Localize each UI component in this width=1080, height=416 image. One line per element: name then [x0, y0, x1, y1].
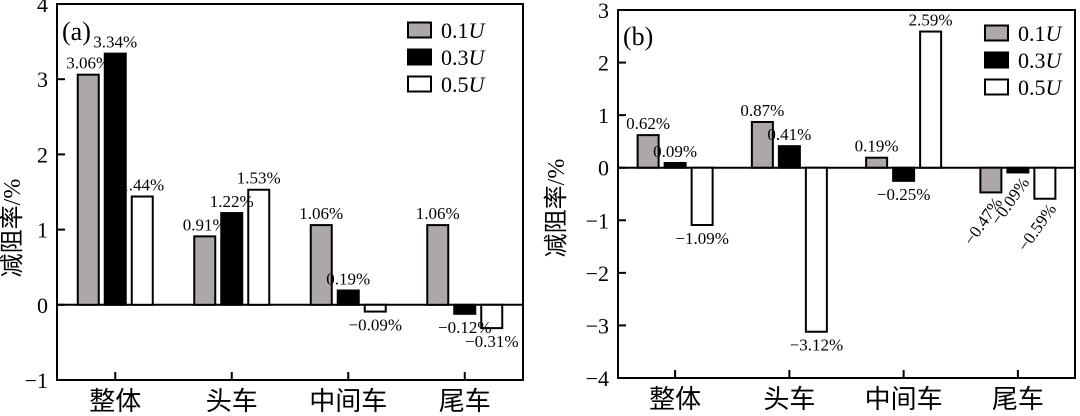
bar — [865, 156, 889, 169]
value-label: 1.06% — [416, 204, 460, 223]
bar — [336, 289, 360, 306]
value-label: 0.19% — [326, 270, 370, 289]
ytick-label: 1 — [37, 218, 48, 243]
bar — [130, 195, 154, 306]
legend-swatch — [407, 75, 432, 93]
value-label: 0.87% — [740, 101, 784, 120]
category-label: 整体 — [89, 387, 141, 416]
chart-panel-a: 4 3 2 1 0 −1 整体 头车 中间车 尾车 3.06% 0.91% 1.06% 1.06% 3.34… — [0, 0, 524, 416]
value-label: −0.59% — [1014, 200, 1060, 255]
legend-label: 0.1U — [441, 18, 487, 43]
ytick-label: −2 — [586, 261, 609, 286]
category-label: 尾车 — [439, 387, 491, 416]
value-label: −0.25% — [877, 185, 931, 204]
bar — [892, 166, 916, 182]
legend-label: 0.5U — [1018, 75, 1064, 100]
bar — [636, 134, 660, 169]
category-label: 头车 — [763, 385, 815, 414]
category-label: 尾车 — [992, 385, 1044, 414]
ytick-label: −3 — [586, 313, 609, 338]
value-label: −3.12% — [790, 336, 844, 355]
bar — [979, 166, 1003, 194]
value-label: 2.59% — [909, 11, 953, 30]
ytick-label: 2 — [598, 51, 609, 76]
bar — [453, 303, 477, 315]
ytick-label: −1 — [25, 368, 48, 393]
category-label: 头车 — [206, 387, 258, 416]
value-label: 1.53% — [237, 169, 281, 188]
value-label: 0.41% — [767, 125, 811, 144]
value-label: −1.09% — [675, 229, 729, 248]
value-label: 3.06% — [66, 54, 110, 73]
value-label: 1.44% — [120, 176, 164, 195]
ytick-label: 3 — [37, 67, 48, 92]
legend-label: 0.3U — [1018, 48, 1064, 73]
y-axis-label: 减阻率/% — [543, 159, 570, 258]
legend-label: 0.3U — [441, 45, 487, 70]
bar — [804, 166, 828, 333]
category-label: 中间车 — [309, 387, 387, 416]
bar — [690, 166, 714, 227]
bar — [76, 73, 100, 306]
bar — [919, 30, 943, 169]
plot-border — [56, 3, 524, 381]
plot-border — [617, 9, 1076, 379]
legend-label: 0.5U — [441, 72, 487, 97]
ytick-label: 4 — [37, 0, 48, 17]
legend-swatch — [407, 21, 432, 39]
legend-swatch — [407, 48, 432, 66]
ytick-label: 0 — [598, 156, 609, 181]
value-label: 3.34% — [93, 33, 137, 52]
bar — [309, 224, 333, 306]
ytick-label: 2 — [37, 142, 48, 167]
legend-swatch — [984, 51, 1009, 69]
value-label: 1.06% — [299, 204, 343, 223]
ytick-label: −4 — [586, 366, 609, 391]
bar — [193, 235, 217, 306]
value-label: 0.19% — [855, 137, 899, 156]
value-label: −0.12% — [438, 318, 492, 337]
ytick-label: 3 — [598, 0, 609, 23]
value-label: 0.62% — [626, 114, 670, 133]
value-label: −0.31% — [465, 332, 519, 351]
value-label: 0.91% — [183, 215, 227, 234]
legend-swatch — [984, 78, 1009, 96]
ytick-label: 1 — [598, 103, 609, 128]
bar — [103, 52, 127, 306]
value-label: 1.22% — [210, 192, 254, 211]
y-axis-label: 减阻率/% — [0, 179, 26, 278]
panel-label: (b) — [623, 22, 653, 51]
category-label: 中间车 — [865, 385, 943, 414]
bar — [247, 188, 271, 306]
bar — [1033, 166, 1057, 200]
panel-label: (a) — [62, 17, 91, 46]
legend-label: 0.1U — [1018, 21, 1064, 46]
bar — [663, 161, 687, 169]
value-label: 0.09% — [653, 142, 697, 161]
ytick-label: −1 — [586, 208, 609, 233]
legend-swatch — [984, 24, 1009, 42]
bar — [480, 303, 504, 330]
category-label: 整体 — [649, 385, 701, 414]
bar — [363, 303, 387, 313]
value-label: −0.09% — [349, 316, 403, 335]
bar — [1006, 166, 1030, 174]
bar — [220, 212, 244, 306]
ytick-label: 0 — [37, 293, 48, 318]
bar — [750, 120, 774, 169]
bar — [426, 224, 450, 306]
bar — [777, 145, 801, 169]
